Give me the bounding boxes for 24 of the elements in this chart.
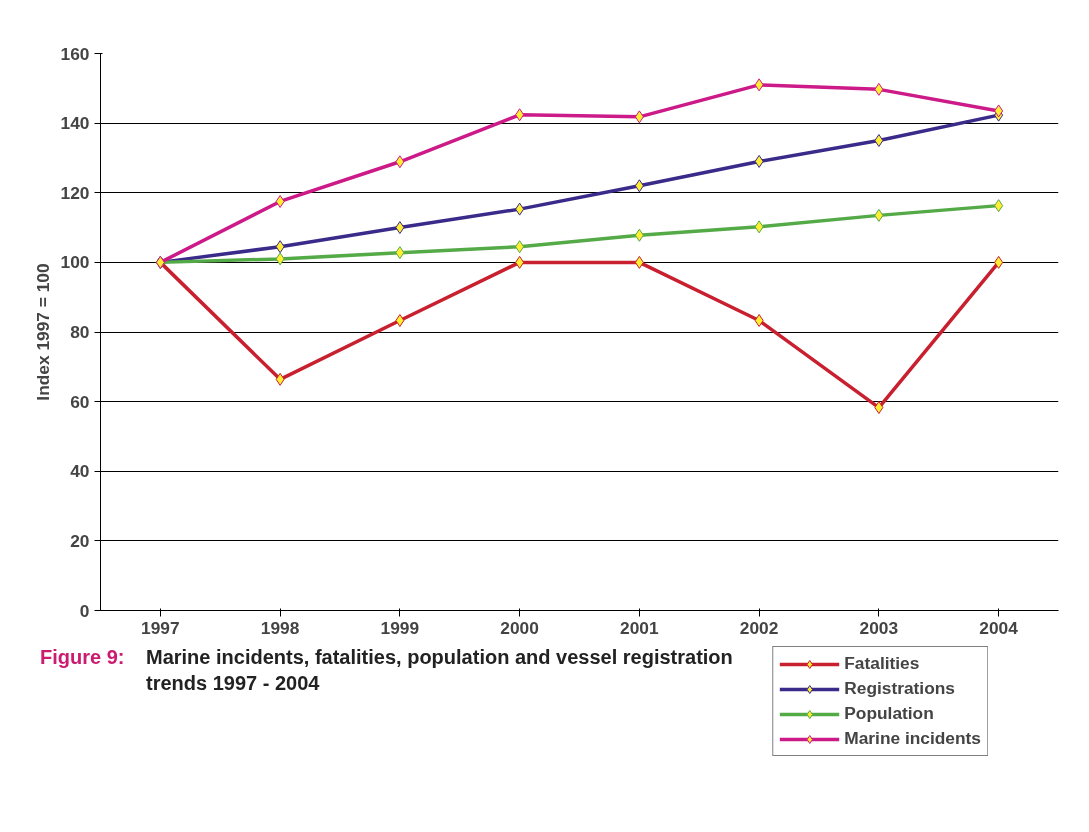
legend-label: Fatalities <box>844 653 920 674</box>
legend-label: Registrations <box>844 678 955 699</box>
x-tick-label: 2001 <box>620 617 660 638</box>
x-tick-label: 2000 <box>500 617 539 638</box>
text: Marine incidents, fatalities, population and vessel registration trends 1997 - 2004 <box>146 645 734 696</box>
y-tick-label: 100 <box>60 252 90 273</box>
y-tick-label: 160 <box>60 43 90 64</box>
x-tick-label: 1997 <box>141 617 180 638</box>
x-tick-label: 1998 <box>260 617 300 638</box>
y-tick-label: 140 <box>60 113 90 134</box>
x-tick-label: 2004 <box>979 617 1019 638</box>
x-tick-label: 2003 <box>859 617 899 638</box>
x-tick-label: 2002 <box>739 617 779 638</box>
y-axis-title: Index 1997 = 100 <box>32 263 53 401</box>
y-tick-label: 0 <box>79 600 90 621</box>
legend-label: Population <box>844 703 934 724</box>
y-tick-label: 20 <box>70 530 90 551</box>
y-tick-label: 120 <box>60 182 90 203</box>
caption: Figure 9: <box>40 645 125 670</box>
x-tick-label: 1999 <box>380 617 420 638</box>
y-tick-label: 60 <box>70 391 90 412</box>
y-tick-label: 40 <box>70 461 90 482</box>
y-tick-label: 80 <box>70 322 90 342</box>
legend-label: Marine incidents <box>844 728 981 749</box>
